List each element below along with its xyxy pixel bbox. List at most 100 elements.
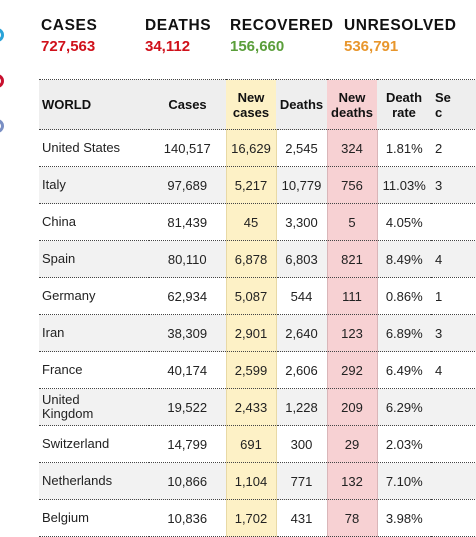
table-row: United States 140,517 16,629 2,545 324 1… (39, 129, 476, 167)
country-cell: United States (39, 129, 149, 167)
deaths-value: 34,112 (145, 38, 191, 55)
header-death-rate[interactable]: Death rate (377, 79, 431, 130)
cases-value: 727,563 (41, 38, 96, 55)
cutoff-cell (431, 388, 476, 426)
new-cases-cell: 5,087 (225, 277, 277, 315)
header-new-cases[interactable]: New cases (226, 79, 276, 130)
country-cell: Belgium (39, 499, 149, 537)
table-row: Netherlands 10,866 1,104 771 132 7.10% (39, 462, 476, 500)
deaths-cell: 544 (276, 277, 327, 315)
header-new-deaths-line1: New (338, 89, 366, 105)
new-cases-cell: 1,104 (225, 462, 277, 500)
new-cases-cell: 2,901 (225, 314, 277, 352)
table-row: Iran 38,309 2,901 2,640 123 6.89% 3 (39, 314, 476, 352)
header-cutoff-line1: Se (435, 89, 451, 105)
death-rate-cell: 6.89% (377, 314, 431, 352)
cases-cell: 62,934 (149, 277, 226, 315)
deaths-cell: 2,545 (276, 129, 327, 167)
new-deaths-cell: 292 (326, 351, 378, 389)
country-cell: China (39, 203, 149, 241)
world-table: WORLD Cases New cases Deaths New deaths … (39, 79, 476, 537)
cutoff-cell (431, 425, 476, 463)
deaths-stat: DEATHS 34,112 (145, 17, 211, 55)
death-rate-cell: 11.03% (377, 166, 431, 204)
cutoff-cell: 4 (431, 240, 476, 278)
new-cases-cell: 1,702 (225, 499, 277, 537)
cases-cell: 80,110 (149, 240, 226, 278)
recovered-stat: RECOVERED 156,660 (230, 17, 334, 55)
deaths-cell: 6,803 (276, 240, 327, 278)
cases-cell: 140,517 (149, 129, 226, 167)
cutoff-cell: 4 (431, 351, 476, 389)
new-cases-cell: 16,629 (225, 129, 277, 167)
share-icon[interactable] (0, 28, 4, 42)
new-deaths-cell: 123 (326, 314, 378, 352)
new-deaths-cell: 29 (326, 425, 378, 463)
death-rate-cell: 2.03% (377, 425, 431, 463)
deaths-label: DEATHS (145, 17, 212, 34)
country-cell: United Kingdom (39, 388, 149, 426)
cases-cell: 38,309 (149, 314, 226, 352)
table-row: Switzerland 14,799 691 300 29 2.03% (39, 425, 476, 463)
country-cell: Switzerland (39, 425, 149, 463)
header-death-rate-line2: rate (392, 104, 416, 120)
world-table-container: WORLD Cases New cases Deaths New deaths … (39, 79, 476, 537)
table-row: Belgium 10,836 1,702 431 78 3.98% (39, 499, 476, 537)
death-rate-cell: 6.29% (377, 388, 431, 426)
header-cases[interactable]: Cases (149, 79, 226, 130)
new-deaths-cell: 324 (326, 129, 378, 167)
country-line1: United (42, 392, 80, 407)
cutoff-cell (431, 462, 476, 500)
header-new-cases-line2: cases (232, 104, 270, 120)
death-rate-cell: 7.10% (377, 462, 431, 500)
deaths-cell: 2,640 (276, 314, 327, 352)
cases-cell: 10,836 (149, 499, 226, 537)
deaths-cell: 2,606 (276, 351, 327, 389)
country-cell: France (39, 351, 149, 389)
deaths-cell: 3,300 (276, 203, 327, 241)
country-cell: Netherlands (39, 462, 149, 500)
header-new-deaths[interactable]: New deaths (327, 79, 377, 130)
unresolved-label: UNRESOLVED (344, 17, 457, 34)
share-icon[interactable] (0, 119, 4, 133)
cases-cell: 19,522 (149, 388, 226, 426)
death-rate-cell: 8.49% (377, 240, 431, 278)
new-cases-cell: 2,599 (225, 351, 277, 389)
table-row: Italy 97,689 5,217 10,779 756 11.03% 3 (39, 166, 476, 204)
new-deaths-cell: 209 (326, 388, 378, 426)
cutoff-cell (431, 499, 476, 537)
cutoff-cell (431, 203, 476, 241)
cases-cell: 14,799 (149, 425, 226, 463)
table-row: United Kingdom 19,522 2,433 1,228 209 6.… (39, 388, 476, 426)
deaths-cell: 431 (276, 499, 327, 537)
deaths-cell: 1,228 (276, 388, 327, 426)
table-row: China 81,439 45 3,300 5 4.05% (39, 203, 476, 241)
death-rate-cell: 6.49% (377, 351, 431, 389)
death-rate-cell: 0.86% (377, 277, 431, 315)
new-cases-cell: 2,433 (225, 388, 277, 426)
header-deaths[interactable]: Deaths (276, 79, 327, 130)
cases-cell: 97,689 (149, 166, 226, 204)
table-row: France 40,174 2,599 2,606 292 6.49% 4 (39, 351, 476, 389)
country-cell: Iran (39, 314, 149, 352)
cases-cell: 81,439 (149, 203, 226, 241)
new-deaths-cell: 756 (326, 166, 378, 204)
cases-cell: 10,866 (149, 462, 226, 500)
new-deaths-cell: 78 (326, 499, 378, 537)
header-cutoff[interactable]: Se c (431, 79, 476, 130)
new-cases-cell: 5,217 (225, 166, 277, 204)
header-new-cases-line1: New (237, 89, 265, 105)
header-country[interactable]: WORLD (39, 79, 149, 130)
header-cutoff-line2: c (435, 104, 443, 120)
table-row: Spain 80,110 6,878 6,803 821 8.49% 4 (39, 240, 476, 278)
country-line2: Kingdom (42, 406, 94, 421)
new-deaths-cell: 821 (326, 240, 378, 278)
header-new-deaths-line2: deaths (331, 104, 373, 120)
cases-label: CASES (41, 17, 98, 34)
new-deaths-cell: 111 (326, 277, 378, 315)
unresolved-stat: UNRESOLVED 536,791 (344, 17, 457, 55)
share-icon[interactable] (0, 74, 4, 88)
death-rate-cell: 4.05% (377, 203, 431, 241)
new-deaths-cell: 5 (326, 203, 378, 241)
